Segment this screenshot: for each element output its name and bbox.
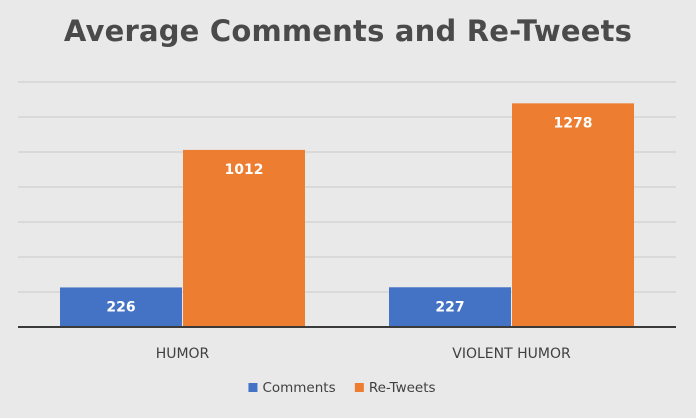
bar-re-tweets-violent-humor — [512, 103, 634, 327]
x-tick-label: VIOLENT HUMOR — [452, 346, 571, 362]
legend-entry-comments: Comments — [262, 380, 335, 396]
chart-title: Average Comments and Re-Tweets — [63, 14, 633, 48]
bar-re-tweets-humor — [183, 149, 305, 327]
bar-comments-humor — [60, 287, 182, 327]
legend-entry-re-tweets: Re-Tweets — [369, 380, 436, 396]
x-tick-label: HUMOR — [156, 346, 210, 362]
data-label: 227 — [435, 299, 464, 315]
legend-swatch — [354, 383, 364, 392]
data-label: 1012 — [225, 162, 264, 178]
legend-swatch — [248, 383, 258, 392]
data-label: 1278 — [554, 115, 593, 131]
data-label: 226 — [106, 299, 135, 315]
bar-comments-violent-humor — [389, 287, 511, 327]
